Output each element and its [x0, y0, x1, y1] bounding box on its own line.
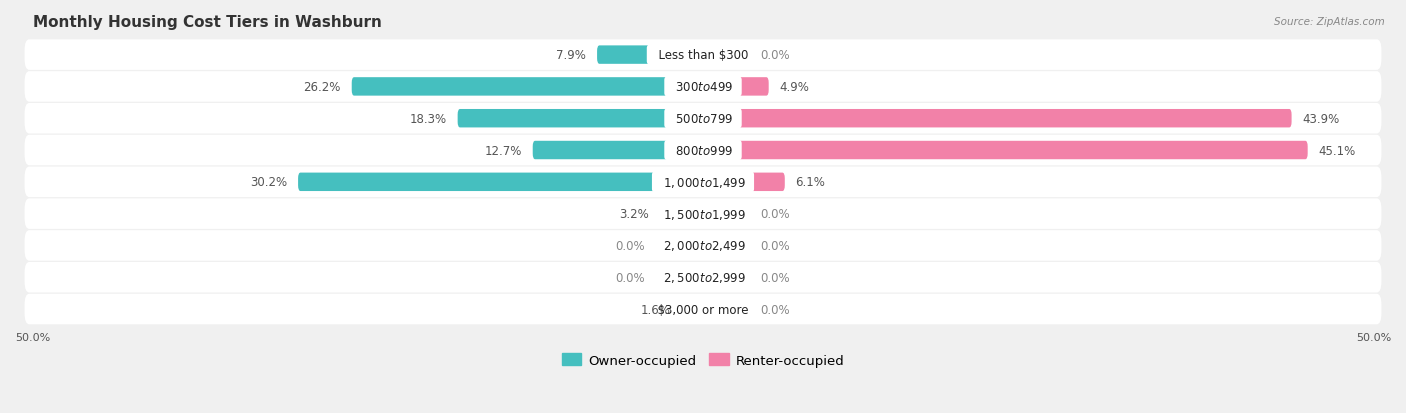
- FancyBboxPatch shape: [703, 46, 749, 65]
- FancyBboxPatch shape: [598, 46, 703, 65]
- FancyBboxPatch shape: [703, 173, 785, 192]
- Text: 0.0%: 0.0%: [761, 49, 790, 62]
- Text: 6.1%: 6.1%: [796, 176, 825, 189]
- Text: 3.2%: 3.2%: [620, 208, 650, 221]
- Text: Monthly Housing Cost Tiers in Washburn: Monthly Housing Cost Tiers in Washburn: [32, 15, 381, 30]
- Text: Source: ZipAtlas.com: Source: ZipAtlas.com: [1274, 17, 1385, 26]
- FancyBboxPatch shape: [24, 199, 1382, 229]
- FancyBboxPatch shape: [659, 205, 703, 223]
- FancyBboxPatch shape: [703, 110, 1292, 128]
- Text: 0.0%: 0.0%: [761, 208, 790, 221]
- FancyBboxPatch shape: [24, 40, 1382, 71]
- Text: 43.9%: 43.9%: [1302, 112, 1340, 126]
- Text: 30.2%: 30.2%: [250, 176, 287, 189]
- Text: 7.9%: 7.9%: [557, 49, 586, 62]
- FancyBboxPatch shape: [657, 268, 703, 287]
- Text: Less than $300: Less than $300: [651, 49, 755, 62]
- Text: $300 to $499: $300 to $499: [668, 81, 738, 94]
- Text: $500 to $799: $500 to $799: [668, 112, 738, 126]
- FancyBboxPatch shape: [24, 135, 1382, 166]
- FancyBboxPatch shape: [703, 237, 749, 255]
- FancyBboxPatch shape: [24, 294, 1382, 325]
- Text: 45.1%: 45.1%: [1319, 144, 1355, 157]
- FancyBboxPatch shape: [703, 141, 1308, 160]
- Text: $2,000 to $2,499: $2,000 to $2,499: [655, 239, 751, 253]
- FancyBboxPatch shape: [24, 104, 1382, 134]
- FancyBboxPatch shape: [703, 300, 749, 318]
- FancyBboxPatch shape: [24, 262, 1382, 293]
- Legend: Owner-occupied, Renter-occupied: Owner-occupied, Renter-occupied: [557, 348, 849, 372]
- FancyBboxPatch shape: [352, 78, 703, 96]
- Text: $1,000 to $1,499: $1,000 to $1,499: [655, 176, 751, 189]
- FancyBboxPatch shape: [703, 205, 749, 223]
- Text: 4.9%: 4.9%: [779, 81, 810, 94]
- FancyBboxPatch shape: [703, 78, 769, 96]
- FancyBboxPatch shape: [703, 268, 749, 287]
- Text: $3,000 or more: $3,000 or more: [650, 303, 756, 316]
- FancyBboxPatch shape: [24, 167, 1382, 197]
- FancyBboxPatch shape: [657, 237, 703, 255]
- Text: 0.0%: 0.0%: [616, 240, 645, 252]
- Text: 0.0%: 0.0%: [761, 271, 790, 284]
- FancyBboxPatch shape: [24, 230, 1382, 261]
- Text: 0.0%: 0.0%: [616, 271, 645, 284]
- Text: 18.3%: 18.3%: [409, 112, 447, 126]
- FancyBboxPatch shape: [533, 141, 703, 160]
- Text: 0.0%: 0.0%: [761, 303, 790, 316]
- FancyBboxPatch shape: [24, 72, 1382, 102]
- FancyBboxPatch shape: [457, 110, 703, 128]
- Text: $800 to $999: $800 to $999: [668, 144, 738, 157]
- FancyBboxPatch shape: [298, 173, 703, 192]
- Text: $2,500 to $2,999: $2,500 to $2,999: [655, 271, 751, 285]
- Text: 12.7%: 12.7%: [485, 144, 522, 157]
- FancyBboxPatch shape: [682, 300, 703, 318]
- Text: 1.6%: 1.6%: [641, 303, 671, 316]
- Text: 26.2%: 26.2%: [304, 81, 342, 94]
- Text: $1,500 to $1,999: $1,500 to $1,999: [655, 207, 751, 221]
- Text: 0.0%: 0.0%: [761, 240, 790, 252]
